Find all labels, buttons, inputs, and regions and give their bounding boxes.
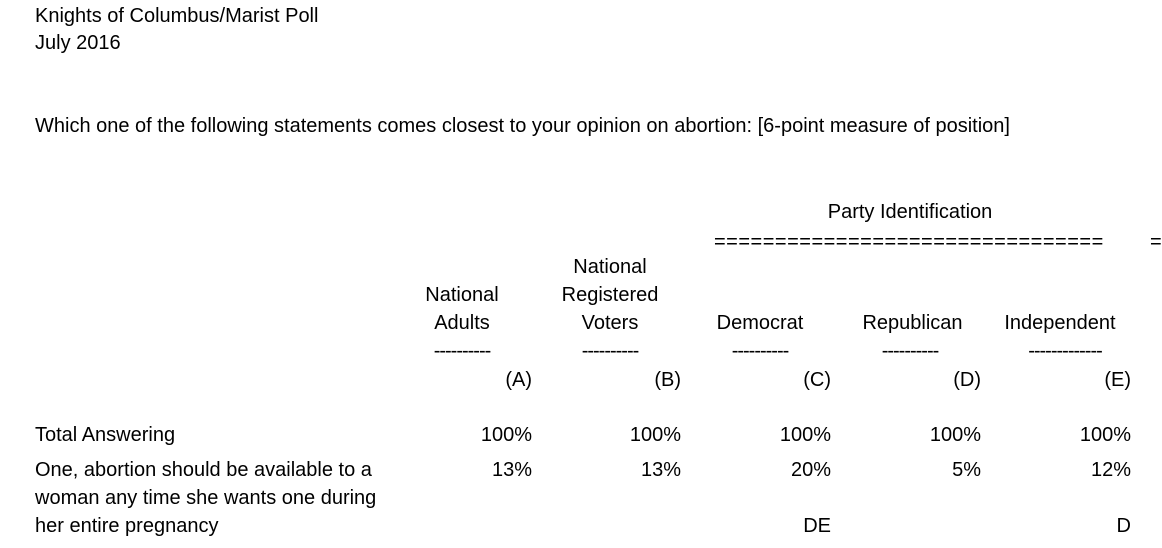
column-underline: ----------: [731, 340, 790, 362]
significance-marker: D: [1116, 515, 1131, 537]
table-cell: 20%: [790, 459, 831, 481]
column-letter-d: (D): [953, 369, 981, 391]
table-cell: 13%: [491, 459, 532, 481]
column-header-independent: Independent: [1004, 312, 1116, 334]
column-underline: ----------: [581, 340, 640, 362]
column-underline: ----------: [433, 340, 492, 362]
column-header-national-registered-voters: National Registered Voters: [561, 256, 659, 334]
column-header-national-adults: National Adults: [425, 284, 499, 334]
column-letter-e: (E): [1104, 369, 1131, 391]
column-letter-a: (A): [505, 369, 532, 391]
table-cell: 100%: [1079, 424, 1131, 446]
column-header-republican: Republican: [862, 312, 963, 334]
row-label-statement-one: One, abortion should be available to a w…: [35, 459, 377, 537]
table-cell: 100%: [779, 424, 831, 446]
table-cell: 5%: [952, 459, 981, 481]
table-cell: 100%: [629, 424, 681, 446]
table-cell: 12%: [1090, 459, 1131, 481]
poll-organization: Knights of Columbus/Marist Poll: [35, 5, 319, 27]
row-label-total-answering: Total Answering: [35, 424, 176, 446]
table-cell: 100%: [480, 424, 532, 446]
column-letter-b: (B): [654, 369, 681, 391]
poll-date: July 2016: [35, 32, 121, 54]
group-label-party-identification: Party Identification: [827, 201, 993, 223]
table-cell: 13%: [640, 459, 681, 481]
column-header-democrat: Democrat: [716, 312, 804, 334]
question-text: Which one of the following statements co…: [35, 115, 1010, 137]
group-rule-fragment: =: [1150, 231, 1162, 253]
column-letter-c: (C): [803, 369, 831, 391]
column-underline: -------------: [1028, 340, 1103, 362]
table-cell: 100%: [929, 424, 981, 446]
column-underline: ----------: [881, 340, 940, 362]
group-rule: ================================: [714, 231, 1104, 253]
significance-marker: DE: [803, 515, 831, 537]
